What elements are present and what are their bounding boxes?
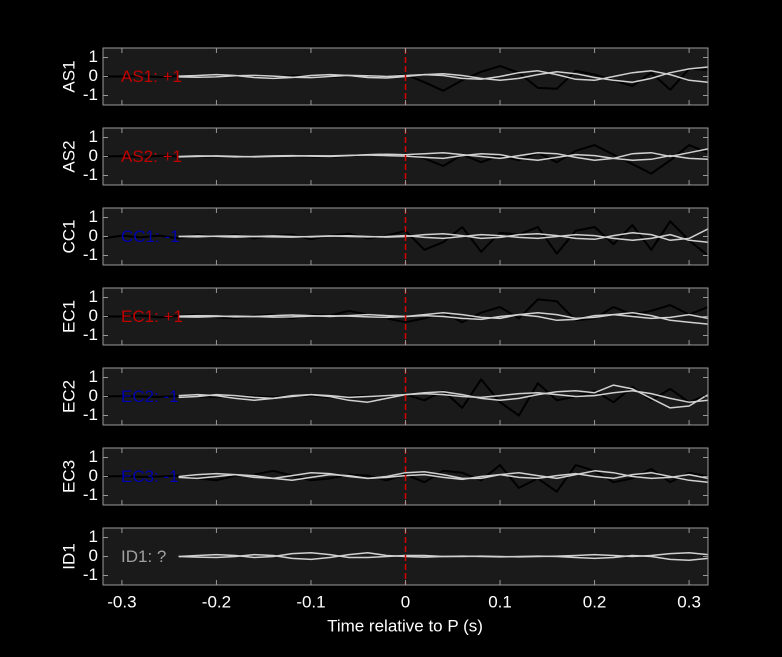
panel-label: AS2: +1 [121, 147, 182, 166]
y-tick-label: 1 [89, 367, 98, 386]
y-axis-label: ID1 [59, 543, 78, 569]
y-tick-label: 1 [89, 527, 98, 546]
y-tick-label: -1 [83, 405, 98, 424]
y-tick-label: 0 [89, 306, 98, 325]
y-tick-label: 1 [89, 127, 98, 146]
y-axis-label: AS1 [59, 60, 78, 92]
trace [178, 70, 709, 83]
panel-label: EC2: -1 [121, 387, 179, 406]
x-axis-label: Time relative to P (s) [327, 616, 483, 635]
x-tick-label: 0.2 [583, 592, 607, 611]
trace [178, 311, 709, 325]
y-tick-label: 0 [89, 386, 98, 405]
panel-label: EC3: -1 [121, 467, 179, 486]
y-tick-label: 1 [89, 207, 98, 226]
y-tick-label: 0 [89, 546, 98, 565]
x-tick-label: 0.1 [488, 592, 512, 611]
y-tick-label: 1 [89, 287, 98, 306]
panel-label: ID1: ? [121, 547, 166, 566]
y-tick-label: 1 [89, 47, 98, 66]
x-tick-label: -0.3 [107, 592, 136, 611]
y-axis-label: CC1 [59, 219, 78, 253]
y-tick-label: 1 [89, 447, 98, 466]
trace [178, 390, 709, 403]
x-tick-label: -0.2 [202, 592, 231, 611]
x-tick-label: 0 [401, 592, 410, 611]
y-tick-label: -1 [83, 245, 98, 264]
y-axis-label: EC2 [59, 380, 78, 413]
y-tick-label: -1 [83, 165, 98, 184]
y-tick-label: -1 [83, 325, 98, 344]
y-axis-label: EC3 [59, 460, 78, 493]
y-tick-label: 0 [89, 466, 98, 485]
y-axis-label: AS2 [59, 140, 78, 172]
panel-label: CC1: -1 [121, 227, 180, 246]
y-tick-label: 0 [89, 226, 98, 245]
trace [178, 471, 709, 483]
trace [178, 384, 709, 409]
y-tick-label: 0 [89, 146, 98, 165]
y-axis-label: EC1 [59, 300, 78, 333]
y-tick-label: -1 [83, 565, 98, 584]
trace [178, 233, 709, 243]
trace [178, 66, 709, 83]
panel-label: EC1: +1 [121, 307, 183, 326]
trace [178, 551, 709, 562]
y-tick-label: 0 [89, 66, 98, 85]
y-tick-label: -1 [83, 485, 98, 504]
trace [178, 152, 709, 162]
panel-label: AS1: +1 [121, 67, 182, 86]
x-tick-label: 0.3 [677, 592, 701, 611]
y-tick-label: -1 [83, 85, 98, 104]
trace [178, 313, 709, 322]
x-tick-label: -0.1 [296, 592, 325, 611]
